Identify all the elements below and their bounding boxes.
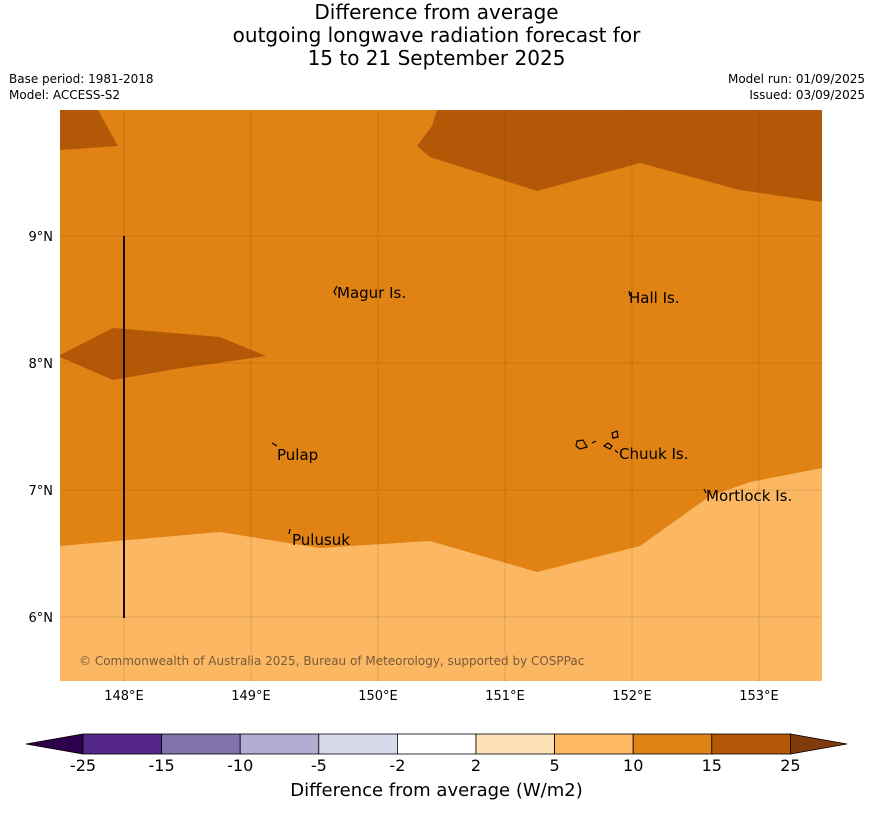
meta-left: Base period: 1981-2018 Model: ACCESS-S2 [9, 71, 154, 103]
island-outlines [271, 285, 707, 535]
colorbar-extend-high [790, 733, 848, 755]
meta-right: Model run: 01/09/2025 Issued: 03/09/2025 [728, 71, 865, 103]
mortlock-island-outline [703, 488, 707, 494]
model-name: Model: ACCESS-S2 [9, 88, 121, 102]
colorbar-segment [554, 733, 634, 755]
chuuk-island-outline [575, 430, 619, 454]
place-label-mortlock: Mortlock Is. [706, 487, 792, 505]
colorbar-tick-label: -2 [389, 756, 405, 775]
colorbar-tick-label: 5 [550, 756, 560, 775]
colorbar-tick-label: 10 [623, 756, 643, 775]
colorbar-segment [711, 733, 791, 755]
model-run: Model run: 01/09/2025 [727, 72, 865, 86]
map-gridlines [60, 110, 822, 681]
lon-label-153e: 153°E [739, 689, 779, 704]
lon-label-150e: 150°E [358, 689, 398, 704]
lon-label-148e: 148°E [104, 689, 144, 704]
colorbar-tick-label: 15 [702, 756, 722, 775]
place-label-chuuk: Chuuk Is. [619, 445, 688, 463]
colorbar-segment [239, 733, 320, 755]
lat-label-9n: 9°N [29, 230, 54, 245]
colorbar-tick-label: 25 [780, 756, 800, 775]
lon-label-151e: 151°E [485, 689, 525, 704]
colorbar-segment [82, 733, 162, 755]
title-line-2: outgoing longwave radiation forecast for [232, 23, 641, 47]
colorbar-segment [475, 733, 555, 755]
anomaly-band-15-25-topleft [60, 110, 118, 150]
colorbar-segment [632, 733, 713, 755]
issued-date: Issued: 03/09/2025 [749, 88, 865, 102]
title-line-1: Difference from average [314, 0, 559, 24]
colorbar-title: Difference from average (W/m2) [290, 780, 583, 801]
lat-label-6n: 6°N [29, 611, 54, 626]
lat-label-8n: 8°N [29, 357, 54, 372]
place-label-pulap: Pulap [277, 446, 318, 464]
place-label-magur: Magur Is. [337, 284, 406, 302]
title-line-3: 15 to 21 September 2025 [307, 46, 566, 70]
lat-label-7n: 7°N [29, 484, 54, 499]
colorbar-tick-label: -25 [70, 756, 96, 775]
base-period: Base period: 1981-2018 [9, 72, 154, 86]
colorbar-tick-label: -10 [227, 756, 253, 775]
colorbar-tick-label: -5 [311, 756, 327, 775]
pulusuk-island-outline [288, 528, 291, 535]
colorbar-segment [318, 733, 398, 755]
colorbar-extend-low [25, 733, 84, 755]
map-plot-area: Magur Is. Hall Is. Pulap Chuuk Is. Mortl… [60, 110, 822, 681]
lon-label-149e: 149°E [231, 689, 271, 704]
anomaly-band-5-10-south [60, 468, 822, 681]
colorbar-segment [161, 733, 241, 755]
colorbar-tick-label: 2 [471, 756, 481, 775]
hall-island-outline [628, 290, 631, 297]
magur-island-outline [333, 285, 338, 296]
place-label-hall: Hall Is. [629, 289, 680, 307]
copyright-notice: © Commonwealth of Australia 2025, Bureau… [79, 654, 584, 668]
anomaly-band-15-25-west [60, 328, 266, 380]
colorbar: -25 -15 -10 -5 -2 2 5 10 15 25 [25, 733, 848, 775]
pulap-island-outline [271, 442, 278, 447]
place-label-pulusuk: Pulusuk [292, 531, 350, 549]
anomaly-band-15-25-topright [417, 110, 822, 202]
colorbar-tick-label: -15 [149, 756, 175, 775]
colorbar-segment [396, 733, 477, 755]
lon-label-152e: 152°E [612, 689, 652, 704]
